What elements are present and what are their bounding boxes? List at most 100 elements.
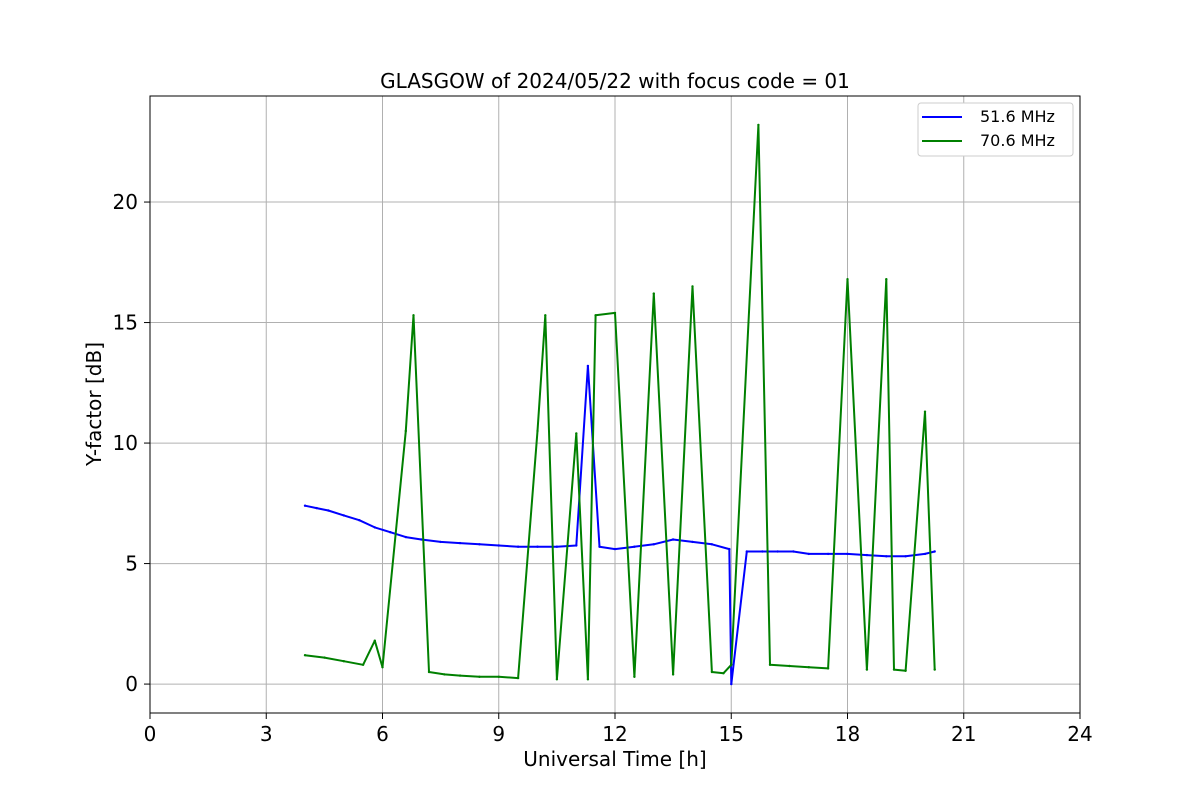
series-1-point-28 bbox=[757, 123, 760, 127]
legend: 51.6 MHz 70.6 MHz bbox=[917, 102, 1074, 157]
series-0-point-30 bbox=[792, 550, 795, 553]
series-1-point-6 bbox=[404, 429, 407, 433]
series-0-point-17 bbox=[586, 364, 590, 368]
y-tick-label-4: 20 bbox=[113, 190, 138, 214]
series-1-point-14 bbox=[536, 429, 539, 433]
series-0-point-16 bbox=[575, 544, 578, 547]
x-tick-label-5: 15 bbox=[719, 722, 744, 746]
series-1-point-17 bbox=[575, 432, 578, 435]
x-tick-label-6: 18 bbox=[835, 722, 860, 746]
x-tick-label-3: 9 bbox=[492, 722, 505, 746]
series-0-point-37 bbox=[923, 552, 927, 556]
series-1-point-13 bbox=[516, 676, 520, 680]
series-1-point-36 bbox=[892, 668, 896, 671]
x-tick-label-2: 6 bbox=[376, 722, 389, 746]
series-0-point-21 bbox=[652, 543, 655, 546]
legend-label-0: 51.6 MHz bbox=[980, 107, 1055, 126]
series-1-point-2 bbox=[342, 660, 345, 663]
x-tick-label-0: 0 bbox=[144, 722, 157, 746]
series-1-point-19 bbox=[594, 314, 597, 317]
series-0-point-19 bbox=[613, 547, 617, 551]
series-0-point-38 bbox=[933, 550, 936, 553]
x-tick-label-1: 3 bbox=[260, 722, 273, 746]
y-tick-label-3: 15 bbox=[113, 311, 138, 335]
series-0-point-4 bbox=[358, 519, 361, 522]
series-0-point-22 bbox=[671, 538, 675, 541]
series-1-point-27 bbox=[730, 663, 733, 666]
series-layer bbox=[303, 123, 936, 686]
series-1-point-4 bbox=[373, 639, 376, 642]
series-0-point-20 bbox=[633, 545, 636, 548]
series-1-point-30 bbox=[788, 664, 791, 668]
series-1-point-18 bbox=[586, 678, 590, 681]
series-0-point-1 bbox=[315, 506, 318, 510]
series-line-1 bbox=[304, 123, 936, 681]
series-1-point-1 bbox=[323, 656, 326, 659]
series-1-point-3 bbox=[361, 663, 365, 666]
series-1-point-16 bbox=[555, 678, 559, 681]
series-0-point-0 bbox=[303, 504, 307, 507]
series-0-point-15 bbox=[555, 545, 559, 548]
series-0-point-23 bbox=[691, 540, 694, 544]
series-0-point-24 bbox=[710, 543, 714, 546]
y-axis-label: Y-factor [dB] bbox=[82, 342, 106, 467]
series-1-point-9 bbox=[443, 673, 446, 676]
series-1-point-10 bbox=[458, 674, 462, 677]
x-tick-label-7: 21 bbox=[951, 722, 976, 746]
series-1-point-37 bbox=[904, 669, 907, 672]
series-1-point-35 bbox=[885, 278, 888, 281]
series-0-point-3 bbox=[342, 514, 345, 517]
series-1-point-38 bbox=[923, 410, 927, 413]
series-1-point-24 bbox=[691, 285, 694, 288]
series-0-point-26 bbox=[730, 682, 733, 686]
series-0-point-25 bbox=[728, 547, 731, 551]
series-1-point-26 bbox=[722, 672, 725, 675]
series-0-point-33 bbox=[846, 552, 849, 556]
y-tick-label-0: 0 bbox=[125, 672, 138, 696]
series-0-point-2 bbox=[327, 509, 330, 512]
series-0-point-35 bbox=[885, 555, 888, 558]
series-0-point-13 bbox=[516, 545, 520, 548]
series-0-point-14 bbox=[536, 545, 539, 548]
series-1-point-32 bbox=[826, 667, 830, 670]
legend-label-1: 70.6 MHz bbox=[980, 131, 1055, 150]
series-1-point-0 bbox=[303, 654, 307, 657]
x-tick-label-8: 24 bbox=[1067, 722, 1092, 746]
series-1-point-34 bbox=[865, 668, 869, 671]
series-0-point-34 bbox=[865, 553, 869, 557]
series-0-point-31 bbox=[807, 552, 810, 556]
series-1-point-29 bbox=[768, 663, 772, 666]
series-1-point-15 bbox=[544, 314, 547, 317]
series-0-point-12 bbox=[497, 544, 500, 547]
series-1-point-5 bbox=[381, 666, 384, 669]
series-1-point-12 bbox=[497, 675, 500, 678]
series-1-point-8 bbox=[427, 670, 431, 674]
series-1-point-33 bbox=[846, 278, 849, 281]
series-1-point-20 bbox=[613, 311, 617, 315]
series-0-point-11 bbox=[478, 543, 481, 546]
y-tick-label-1: 5 bbox=[125, 552, 138, 576]
series-0-point-29 bbox=[776, 550, 779, 553]
series-0-point-8 bbox=[420, 538, 423, 541]
series-1-point-22 bbox=[652, 292, 655, 295]
chart-title: GLASGOW of 2024/05/22 with focus code = … bbox=[380, 69, 850, 93]
series-1-point-39 bbox=[933, 668, 936, 671]
series-1-point-21 bbox=[633, 675, 636, 678]
x-tick-label-4: 12 bbox=[602, 722, 627, 746]
series-0-point-9 bbox=[439, 540, 442, 544]
series-1-point-31 bbox=[807, 666, 810, 669]
series-0-point-27 bbox=[745, 550, 748, 553]
series-0-point-7 bbox=[404, 535, 407, 539]
series-1-point-23 bbox=[671, 673, 675, 676]
y-tick-label-2: 10 bbox=[113, 431, 138, 455]
ticks: 0 3 6 9 12 15 18 21 24 0 5 10 15 20 bbox=[113, 190, 1093, 746]
series-0-point-36 bbox=[904, 555, 907, 558]
series-0-point-5 bbox=[373, 526, 376, 529]
series-0-point-28 bbox=[761, 550, 764, 553]
series-1-point-11 bbox=[478, 675, 481, 678]
series-0-point-18 bbox=[598, 545, 601, 548]
series-1-point-25 bbox=[710, 670, 714, 674]
series-0-point-10 bbox=[458, 541, 462, 545]
x-axis-label: Universal Time [h] bbox=[523, 747, 706, 771]
